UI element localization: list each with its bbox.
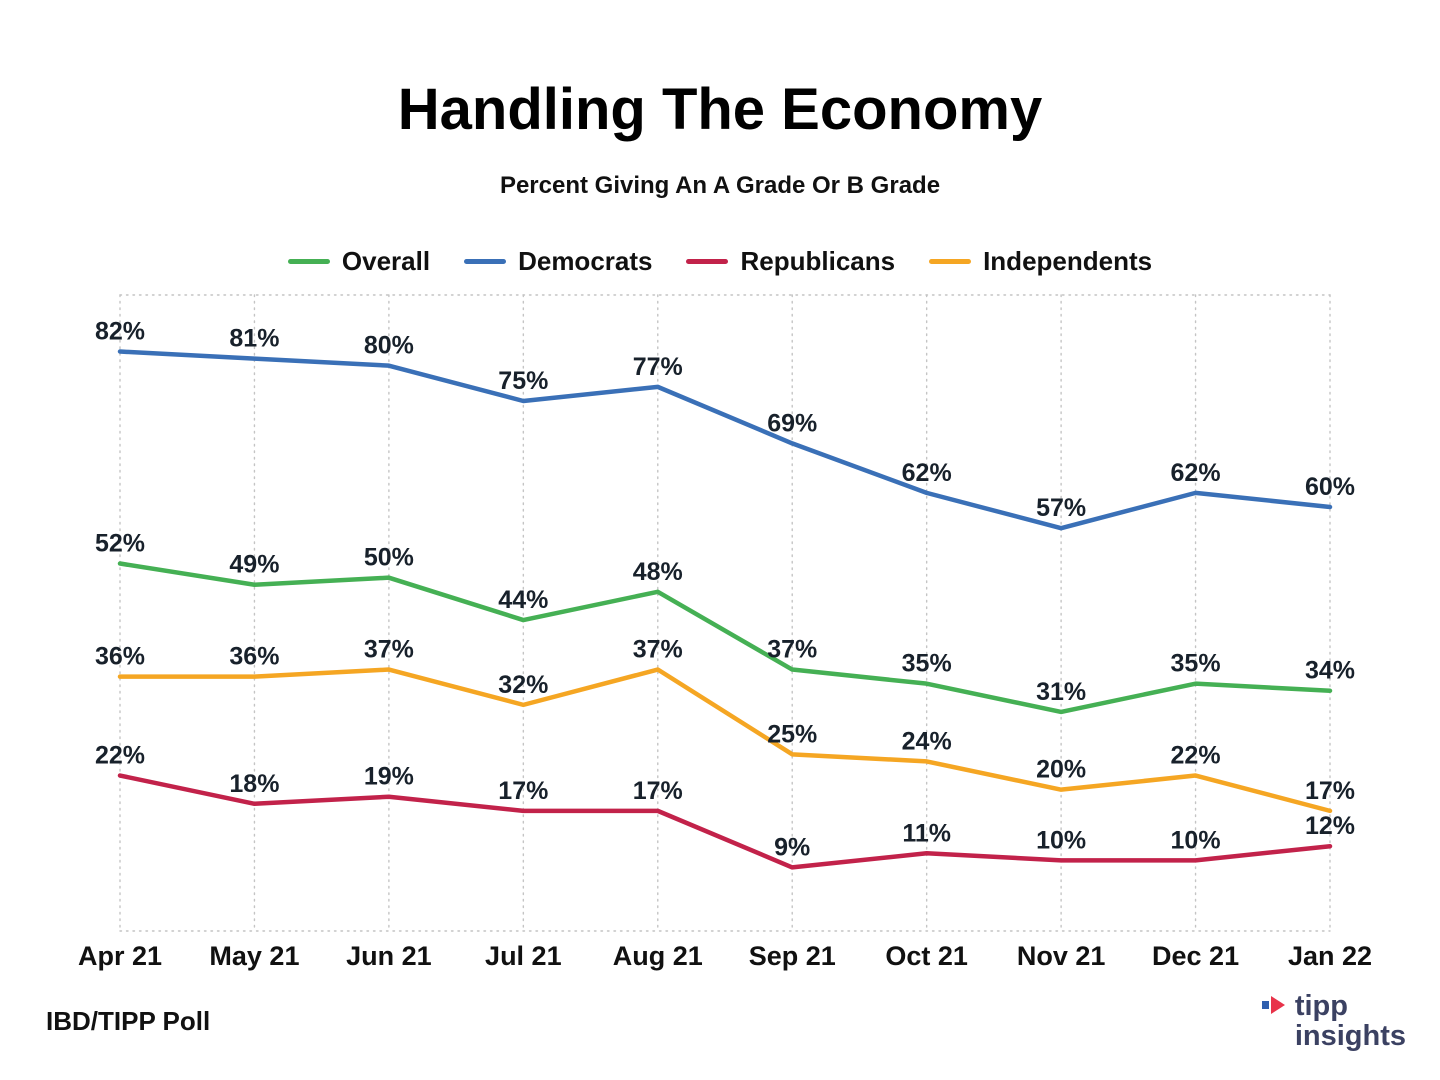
x-axis-label: Aug 21	[613, 941, 703, 971]
tipp-insights-logo-icon	[1261, 996, 1285, 1014]
chart-subtitle: Percent Giving An A Grade Or B Grade	[499, 172, 941, 199]
data-label: 19%	[364, 763, 414, 791]
data-label: 57%	[1036, 494, 1086, 522]
x-axis-label: Jul 21	[485, 941, 562, 971]
legend-swatch	[686, 259, 729, 264]
data-label: 44%	[498, 586, 548, 614]
data-label: 20%	[1036, 756, 1086, 784]
x-axis-label: Jun 21	[346, 941, 432, 971]
data-label: 11%	[902, 819, 951, 847]
series-line-democrats	[117, 349, 1333, 531]
tipp-insights-logo: tipp insights	[1261, 990, 1406, 1052]
data-label: 37%	[364, 636, 414, 664]
data-label: 22%	[95, 742, 145, 770]
legend-swatch	[287, 259, 330, 264]
data-label: 80%	[364, 332, 414, 360]
data-label: 25%	[767, 720, 817, 748]
data-label: 10%	[1171, 826, 1221, 854]
data-label: 17%	[498, 777, 548, 805]
x-axis-label: Nov 21	[1017, 941, 1106, 971]
data-label: 48%	[633, 558, 683, 586]
data-label: 62%	[902, 459, 952, 487]
series-line-republicans	[117, 773, 1333, 870]
data-label: 24%	[902, 727, 952, 755]
data-label: 62%	[1171, 459, 1221, 487]
data-label: 35%	[1171, 650, 1221, 678]
data-label: 36%	[95, 643, 145, 671]
x-axis-label: Apr 21	[78, 941, 162, 971]
logo-line-tipp: tipp	[1294, 990, 1348, 1022]
chart-title: Handling The Economy	[397, 77, 1043, 142]
logo-text: tipp insights	[1294, 990, 1406, 1052]
data-label: 69%	[767, 409, 817, 437]
legend-label: Independents	[983, 246, 1153, 276]
data-label: 17%	[1305, 777, 1355, 805]
legend-swatch	[464, 259, 507, 264]
data-label: 9%	[774, 833, 810, 861]
data-label: 10%	[1036, 826, 1086, 854]
logo-line-insights: insights	[1294, 1019, 1406, 1052]
legend-label: Overall	[341, 246, 431, 276]
data-label: 31%	[1036, 678, 1086, 706]
legend-item-republicans: Republicans	[686, 246, 895, 277]
data-label: 75%	[498, 367, 548, 395]
data-label: 77%	[633, 353, 683, 381]
legend: Overall Democrats Republicans Independents	[0, 246, 1440, 277]
data-label: 34%	[1305, 657, 1355, 685]
data-label: 35%	[902, 650, 952, 678]
data-label: 82%	[95, 318, 145, 346]
data-label: 37%	[633, 636, 683, 664]
legend-label: Republicans	[740, 246, 896, 276]
data-label: 32%	[498, 671, 548, 699]
source-label: IBD/TIPP Poll	[46, 1006, 211, 1036]
data-label: 22%	[1171, 742, 1221, 770]
series-line-independents	[117, 667, 1333, 814]
x-axis-label: May 21	[209, 941, 299, 971]
data-label: 81%	[229, 325, 279, 353]
x-axis-label: Sep 21	[749, 941, 836, 971]
x-axis-label: Dec 21	[1152, 941, 1239, 971]
data-label: 36%	[229, 643, 279, 671]
data-label: 37%	[767, 636, 817, 664]
series-line-overall	[117, 561, 1333, 715]
legend-item-democrats: Democrats	[464, 246, 652, 277]
x-axis-label: Jan 22	[1288, 941, 1372, 971]
legend-label: Democrats	[518, 246, 653, 276]
data-label: 50%	[364, 544, 414, 572]
data-label: 49%	[229, 551, 279, 579]
legend-swatch	[929, 259, 972, 264]
legend-item-overall: Overall	[287, 246, 431, 277]
data-label: 17%	[633, 777, 683, 805]
x-axis-label: Oct 21	[885, 941, 968, 971]
data-label: 60%	[1305, 473, 1355, 501]
data-label: 52%	[95, 530, 145, 558]
legend-item-independents: Independents	[929, 246, 1152, 277]
data-label: 12%	[1305, 812, 1355, 840]
data-label: 18%	[229, 770, 279, 798]
